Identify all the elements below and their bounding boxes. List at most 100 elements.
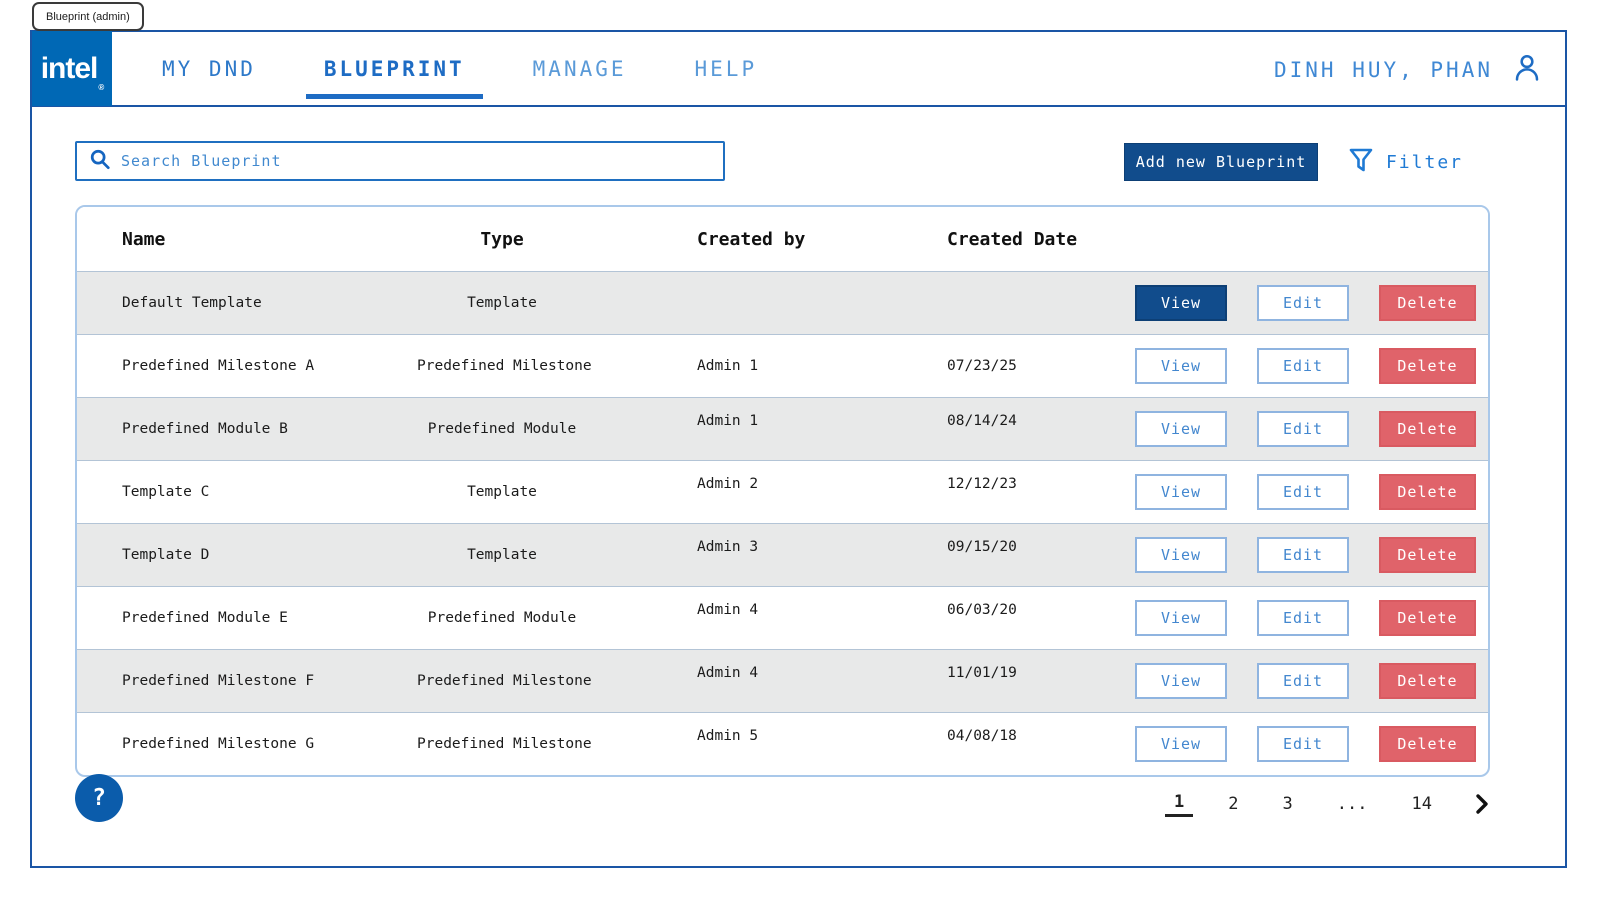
page-number[interactable]: 3 bbox=[1282, 793, 1293, 814]
cell-type: Template bbox=[467, 295, 537, 311]
edit-button[interactable]: Edit bbox=[1257, 663, 1349, 699]
cell-type: Predefined Milestone bbox=[417, 736, 592, 752]
view-button[interactable]: View bbox=[1135, 537, 1227, 573]
view-button[interactable]: View bbox=[1135, 474, 1227, 510]
cell-created-by: Admin 1 bbox=[697, 358, 759, 374]
filter-label: Filter bbox=[1385, 151, 1463, 173]
page-ellipsis: ... bbox=[1336, 793, 1368, 814]
intel-logo-text: intel bbox=[40, 51, 99, 85]
cell-type: Template bbox=[467, 484, 537, 500]
cell-actions: View Edit Delete bbox=[1087, 600, 1488, 636]
cell-created-date: 06/03/20 bbox=[947, 602, 1017, 618]
cell-name: Predefined Milestone A bbox=[122, 358, 315, 374]
cell-actions: View Edit Delete bbox=[1087, 285, 1488, 321]
edit-button[interactable]: Edit bbox=[1257, 537, 1349, 573]
edit-button[interactable]: Edit bbox=[1257, 348, 1349, 384]
cell-type: Predefined Milestone bbox=[417, 358, 592, 374]
user-area[interactable]: DINH HUY, PHAN bbox=[1274, 32, 1543, 107]
column-header-created-by: Created by bbox=[697, 228, 806, 250]
edit-button[interactable]: Edit bbox=[1257, 411, 1349, 447]
edit-button[interactable]: Edit bbox=[1257, 474, 1349, 510]
table-row: Default Template Template View Edit Dele… bbox=[77, 271, 1488, 334]
cell-name: Predefined Milestone G bbox=[122, 736, 315, 752]
cell-created-date: 12/12/23 bbox=[947, 476, 1017, 492]
pagination: 1 2 3... 14 bbox=[1165, 790, 1493, 817]
nav-item-blueprint[interactable]: BLUEPRINT bbox=[305, 53, 483, 99]
cell-name: Template C bbox=[122, 484, 210, 500]
page-number[interactable]: 2 bbox=[1228, 793, 1239, 814]
cell-actions: View Edit Delete bbox=[1087, 474, 1488, 510]
cell-created-date: 07/23/25 bbox=[947, 358, 1017, 374]
table-row: Template D Template Admin 3 09/15/20 Vie… bbox=[77, 523, 1488, 586]
cell-actions: View Edit Delete bbox=[1087, 348, 1488, 384]
table-header-row: Name Type Created by Created Date bbox=[77, 207, 1488, 271]
view-button[interactable]: View bbox=[1135, 348, 1227, 384]
window-tab[interactable]: Blueprint (admin) bbox=[32, 2, 144, 31]
cell-created-by: Admin 3 bbox=[697, 539, 759, 555]
delete-button[interactable]: Delete bbox=[1379, 600, 1476, 636]
registered-mark: ® bbox=[98, 83, 104, 92]
nav-item-help[interactable]: HELP bbox=[694, 56, 758, 81]
user-name: DINH HUY, PHAN bbox=[1273, 57, 1493, 82]
table-row: Predefined Milestone G Predefined Milest… bbox=[77, 712, 1488, 775]
cell-actions: View Edit Delete bbox=[1087, 726, 1488, 762]
column-header-created-date: Created Date bbox=[947, 228, 1078, 250]
table-body: Default Template Template View Edit Dele… bbox=[77, 271, 1488, 775]
filter-funnel-icon bbox=[1348, 147, 1374, 177]
view-button[interactable]: View bbox=[1135, 600, 1227, 636]
column-header-name: Name bbox=[122, 228, 166, 250]
view-button[interactable]: View bbox=[1135, 726, 1227, 762]
cell-type: Predefined Module bbox=[427, 610, 577, 626]
cell-created-by: Admin 4 bbox=[697, 602, 759, 618]
search-input[interactable] bbox=[121, 143, 723, 179]
edit-button[interactable]: Edit bbox=[1257, 600, 1349, 636]
cell-created-by: Admin 5 bbox=[697, 728, 759, 744]
cell-created-by: Admin 1 bbox=[697, 413, 759, 429]
table-row: Template C Template Admin 2 12/12/23 Vie… bbox=[77, 460, 1488, 523]
cell-actions: View Edit Delete bbox=[1087, 663, 1488, 699]
nav-item-my-dnd[interactable]: MY DND bbox=[162, 56, 256, 81]
cell-name: Predefined Milestone F bbox=[122, 673, 315, 689]
search-box bbox=[75, 141, 725, 181]
column-header-type: Type bbox=[480, 228, 524, 250]
delete-button[interactable]: Delete bbox=[1379, 411, 1476, 447]
delete-button[interactable]: Delete bbox=[1379, 474, 1476, 510]
app-window: intel ® MY DND BLUEPRINT MANAGE HELP DINH… bbox=[30, 30, 1567, 868]
edit-button[interactable]: Edit bbox=[1257, 726, 1349, 762]
delete-button[interactable]: Delete bbox=[1379, 348, 1476, 384]
app-header: intel ® MY DND BLUEPRINT MANAGE HELP DINH… bbox=[32, 31, 1565, 107]
page-number[interactable]: 14 bbox=[1411, 793, 1432, 814]
delete-button[interactable]: Delete bbox=[1379, 537, 1476, 573]
table-row: Predefined Milestone A Predefined Milest… bbox=[77, 334, 1488, 397]
cell-actions: View Edit Delete bbox=[1087, 411, 1488, 447]
view-button[interactable]: View bbox=[1135, 663, 1227, 699]
add-new-blueprint-button[interactable]: Add new Blueprint bbox=[1124, 143, 1318, 181]
nav-item-manage[interactable]: MANAGE bbox=[532, 56, 627, 81]
view-button[interactable]: View bbox=[1135, 285, 1227, 321]
main-nav: MY DND BLUEPRINT MANAGE HELP bbox=[160, 53, 759, 99]
delete-button[interactable]: Delete bbox=[1379, 726, 1476, 762]
table-row: Predefined Module B Predefined Module Ad… bbox=[77, 397, 1488, 460]
cell-name: Predefined Module B bbox=[122, 421, 288, 437]
cell-created-date: 08/14/24 bbox=[947, 413, 1017, 429]
toolbar: Add new Blueprint Filter bbox=[75, 141, 1535, 181]
intel-logo: intel ® bbox=[32, 31, 112, 106]
page-number[interactable]: 1 bbox=[1165, 790, 1194, 817]
delete-button[interactable]: Delete bbox=[1379, 663, 1476, 699]
cell-actions: View Edit Delete bbox=[1087, 537, 1488, 573]
window-tab-label: Blueprint (admin) bbox=[46, 10, 130, 23]
cell-type: Predefined Module bbox=[427, 421, 577, 437]
table-row: Predefined Module E Predefined Module Ad… bbox=[77, 586, 1488, 649]
person-icon bbox=[1511, 52, 1543, 88]
chevron-right-icon[interactable] bbox=[1469, 792, 1493, 816]
cell-name: Default Template bbox=[122, 295, 262, 311]
delete-button[interactable]: Delete bbox=[1379, 285, 1476, 321]
cell-created-date: 04/08/18 bbox=[947, 728, 1017, 744]
cell-type: Predefined Milestone bbox=[417, 673, 592, 689]
help-button[interactable]: ? bbox=[75, 774, 123, 822]
table-row: Predefined Milestone F Predefined Milest… bbox=[77, 649, 1488, 712]
filter-control[interactable]: Filter bbox=[1348, 147, 1463, 177]
edit-button[interactable]: Edit bbox=[1257, 285, 1349, 321]
cell-created-by: Admin 2 bbox=[697, 476, 759, 492]
view-button[interactable]: View bbox=[1135, 411, 1227, 447]
